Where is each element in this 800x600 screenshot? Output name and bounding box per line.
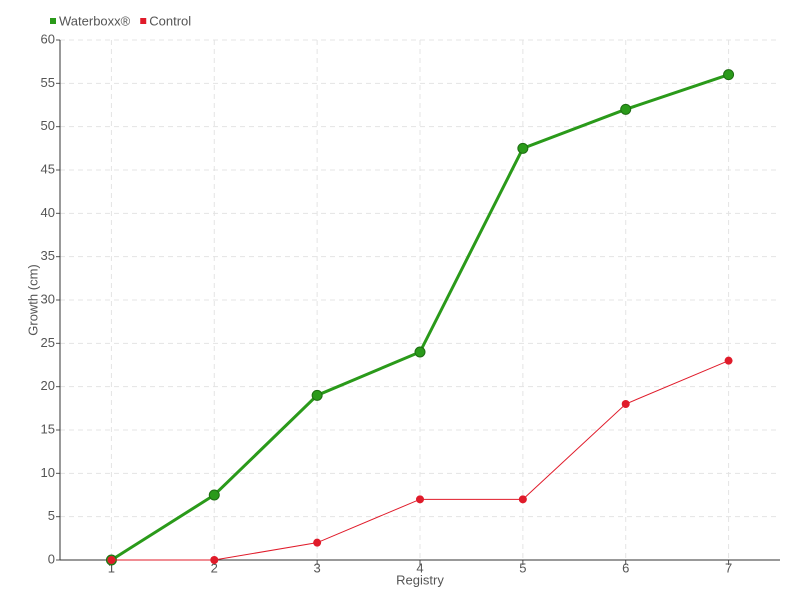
x-tick-label: 7 bbox=[725, 560, 732, 575]
x-tick-label: 1 bbox=[108, 560, 115, 575]
y-tick-label: 55 bbox=[41, 75, 55, 90]
y-tick-label: 5 bbox=[48, 508, 55, 523]
data-point bbox=[414, 346, 426, 358]
x-axis-label: Registry bbox=[396, 572, 444, 587]
data-point bbox=[311, 389, 323, 401]
series-line bbox=[110, 73, 730, 562]
data-point bbox=[620, 103, 632, 115]
data-point bbox=[621, 400, 630, 408]
y-tick-label: 35 bbox=[41, 248, 55, 263]
data-point bbox=[107, 556, 116, 564]
y-axis-label: Growth (cm) bbox=[25, 264, 40, 336]
legend-swatch bbox=[50, 18, 56, 24]
y-tick-label: 25 bbox=[41, 335, 55, 350]
x-tick-label: 3 bbox=[314, 560, 321, 575]
data-point bbox=[313, 538, 322, 547]
data-point bbox=[517, 142, 529, 154]
x-tick-label: 2 bbox=[211, 560, 218, 575]
x-tick-label: 6 bbox=[622, 560, 629, 575]
y-tick-label: 60 bbox=[41, 31, 55, 46]
data-point bbox=[518, 495, 527, 504]
x-tick-label: 4 bbox=[416, 560, 423, 575]
y-tick-label: 30 bbox=[41, 291, 55, 306]
y-tick-label: 50 bbox=[41, 118, 55, 133]
data-point bbox=[724, 356, 733, 365]
legend-swatch bbox=[140, 18, 147, 24]
x-tick-label: 5 bbox=[519, 560, 526, 575]
data-point bbox=[723, 69, 735, 81]
legend-label: Control bbox=[149, 13, 191, 28]
y-tick-label: 10 bbox=[41, 465, 55, 480]
data-point bbox=[208, 489, 220, 501]
data-point bbox=[416, 495, 424, 504]
legend-label: Waterboxx® bbox=[59, 13, 131, 28]
y-tick-label: 40 bbox=[41, 205, 55, 220]
y-tick-label: 20 bbox=[41, 378, 55, 393]
y-tick-label: 45 bbox=[41, 161, 55, 176]
y-tick-label: 15 bbox=[41, 421, 55, 436]
y-tick-label: 0 bbox=[48, 551, 55, 566]
data-point bbox=[210, 556, 219, 564]
